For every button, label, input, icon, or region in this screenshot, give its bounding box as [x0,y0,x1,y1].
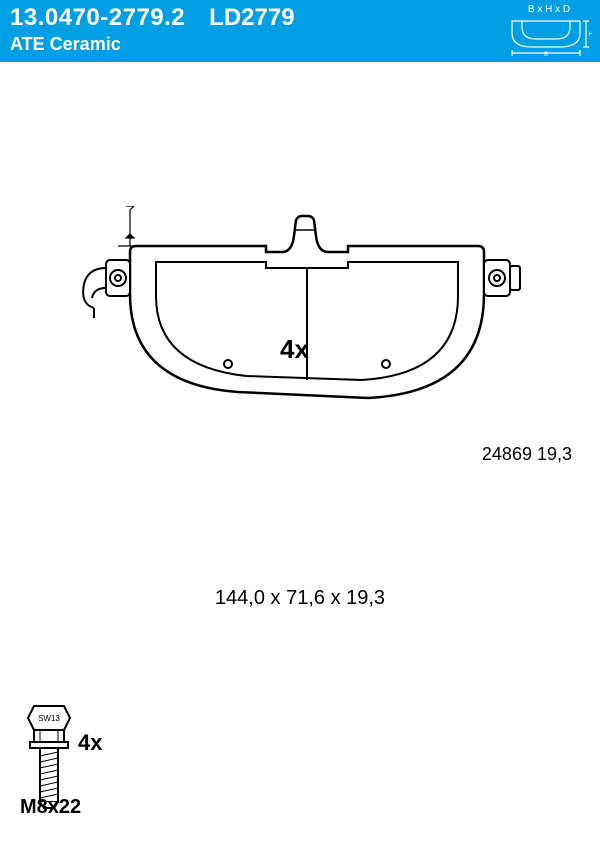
brake-pad-quantity: 4x [280,334,309,365]
svg-text:H: H [589,32,592,38]
part-number: 13.0470-2779.2 [10,4,185,32]
dimension-icon: B H [506,17,592,57]
bolt-spec: M8x22 [20,796,81,819]
dimension-legend: B x H x D B H [506,4,592,62]
brake-pad-part-id: 24869 19,3 [482,444,572,465]
diagram-area: 4x 24869 19,3 144,0 x 71,6 x 19,3 SW13 [0,62,600,841]
bolt-quantity: 4x [78,730,102,756]
dimension-formula: B x H x D [506,4,592,15]
short-code: LD2779 [209,4,294,32]
brake-pad-drawing [58,206,548,416]
svg-text:B: B [544,52,548,57]
header-bar: 13.0470-2779.2 LD2779 ATE Ceramic B x H … [0,0,600,62]
svg-text:SW13: SW13 [38,714,60,723]
brake-pad-dimensions: 144,0 x 71,6 x 19,3 [0,587,600,610]
